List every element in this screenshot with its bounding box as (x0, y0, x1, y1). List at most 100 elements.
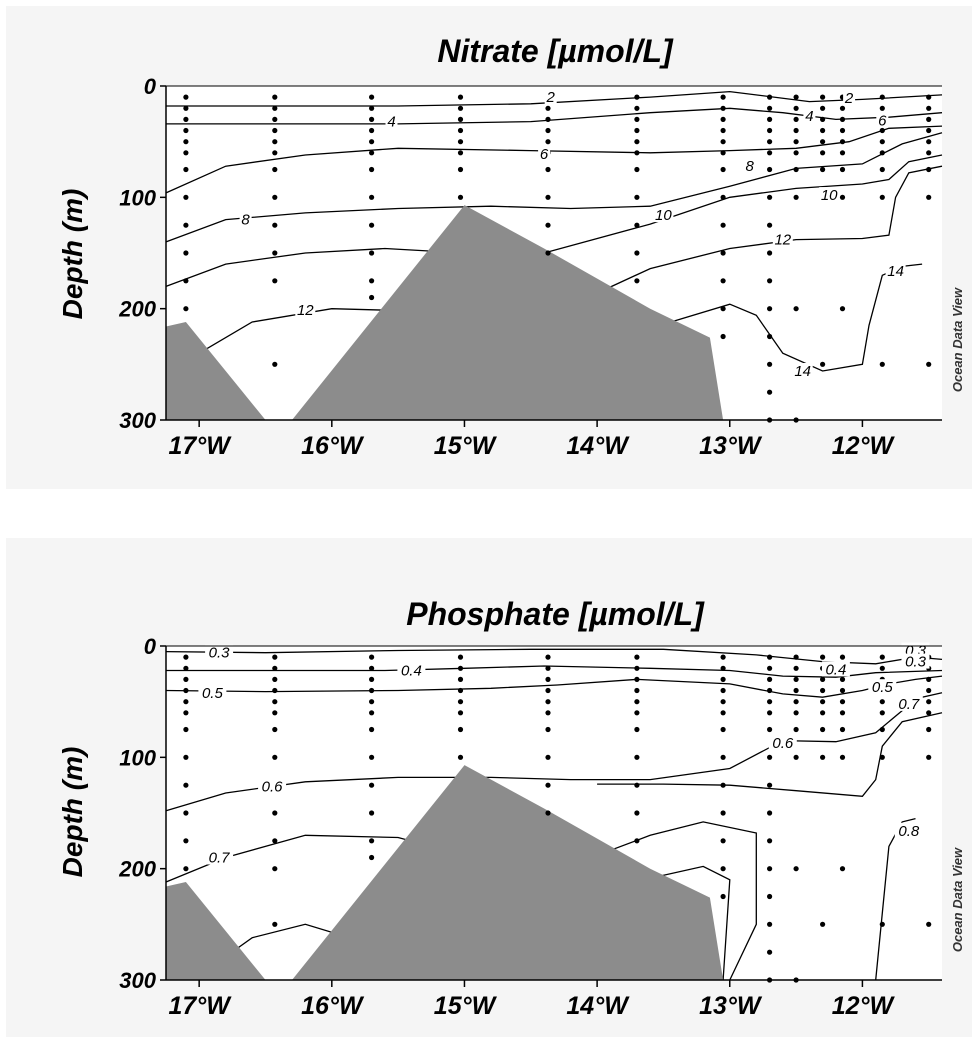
station-sample-point (926, 710, 932, 716)
contour-label-background (397, 662, 426, 678)
station-sample-point (767, 665, 773, 671)
station-sample-point (767, 676, 773, 683)
station-sample-point (839, 687, 846, 694)
contour-label-background (901, 653, 930, 669)
contour-label-background (885, 262, 906, 278)
station-sample-point (369, 665, 375, 671)
y-tick-label: 300 (119, 408, 156, 433)
station-sample-point (545, 687, 551, 694)
x-tick-label: 12°W (832, 432, 896, 460)
station-sample-point (272, 278, 278, 284)
x-tick-label: 16°W (301, 992, 365, 1020)
station-sample-point (767, 949, 773, 955)
station-sample-point (272, 687, 278, 694)
station-sample-point (720, 105, 726, 111)
station-sample-point (767, 389, 773, 395)
contour-line-4 (165, 154, 943, 288)
station-sample-point (720, 278, 726, 284)
station-sample-point (545, 105, 551, 111)
contour-line-8 (597, 712, 943, 797)
station-sample-point (369, 699, 375, 705)
station-sample-point (369, 854, 375, 861)
station-sample-point (767, 866, 773, 872)
station-sample-point (457, 726, 464, 733)
contour-label: 0.3 (905, 654, 927, 671)
station-sample-point (820, 150, 826, 156)
y-tick-label: 300 (119, 968, 156, 993)
station-sample-point (820, 921, 826, 927)
station-sample-point (272, 676, 278, 683)
station-sample-point (634, 166, 640, 173)
station-sample-point (272, 94, 278, 100)
station-sample-point (369, 687, 375, 694)
station-sample-point (369, 676, 375, 683)
contour-label: 2 (546, 89, 556, 106)
station-sample-point (839, 754, 846, 760)
station-sample-point (720, 665, 726, 671)
station-sample-point (457, 699, 464, 705)
station-sample-point (839, 105, 846, 111)
seafloor-bathymetry (166, 765, 724, 980)
station-sample-point (634, 710, 640, 716)
station-sample-point (767, 726, 773, 733)
chart-title: Nitrate [µmol/L] (437, 33, 674, 69)
contour-label: 0.7 (209, 850, 231, 867)
station-sample-point (879, 921, 885, 927)
station-sample-point (793, 676, 799, 683)
station-sample-point (634, 810, 640, 816)
contour-label-background (821, 661, 850, 677)
station-sample-point (820, 676, 826, 683)
station-sample-point (545, 222, 551, 228)
contour-label: 8 (746, 158, 755, 175)
station-sample-point (767, 710, 773, 716)
x-tick-label: 14°W (566, 992, 630, 1020)
station-sample-point (839, 116, 846, 122)
y-tick-label: 200 (118, 857, 156, 882)
station-sample-point (634, 222, 640, 228)
station-sample-point (720, 94, 726, 100)
station-sample-point (183, 105, 189, 111)
y-tick-label: 100 (119, 185, 156, 210)
contour-line-0 (165, 648, 943, 665)
station-sample-point (879, 665, 885, 671)
chart-title: Phosphate [µmol/L] (406, 596, 705, 632)
station-sample-point (926, 127, 932, 134)
station-sample-point (369, 222, 375, 228)
station-sample-point (634, 782, 640, 788)
contour-line-5 (596, 821, 757, 981)
station-sample-point (926, 94, 932, 100)
contour-label-background (772, 231, 793, 247)
station-sample-point (879, 654, 885, 660)
contour-label: 14 (887, 263, 904, 280)
station-sample-point (793, 699, 799, 705)
station-sample-point (767, 654, 773, 660)
station-sample-point (545, 710, 551, 716)
station-sample-point (926, 139, 932, 145)
station-sample-point (634, 278, 640, 284)
x-tick-label: 13°W (699, 992, 763, 1020)
station-sample-point (820, 166, 826, 173)
station-sample-point (926, 361, 932, 367)
station-sample-point (634, 726, 640, 733)
contour-label: 0.6 (262, 778, 284, 795)
contour-label-background (239, 211, 252, 227)
station-sample-point (879, 94, 885, 100)
contour-label-background (258, 778, 287, 794)
contour-label: 6 (540, 146, 549, 163)
contour-label: 12 (297, 302, 314, 319)
station-sample-point (634, 105, 640, 111)
station-sample-point (820, 94, 826, 100)
contour-label-background (385, 113, 398, 129)
station-sample-point (820, 710, 826, 716)
x-tick-label: 15°W (434, 992, 498, 1020)
station-sample-point (820, 116, 826, 122)
station-sample-point (720, 687, 726, 694)
station-sample-point (183, 194, 189, 200)
station-sample-point (369, 710, 375, 716)
station-sample-point (545, 754, 551, 760)
contour-label: 0.3 (209, 645, 231, 662)
station-sample-point (272, 838, 278, 844)
station-sample-point (767, 194, 773, 200)
station-sample-point (634, 754, 640, 760)
